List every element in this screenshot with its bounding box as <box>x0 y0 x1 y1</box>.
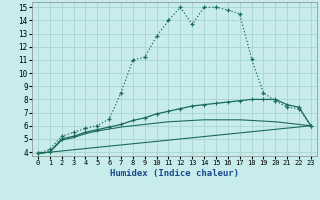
X-axis label: Humidex (Indice chaleur): Humidex (Indice chaleur) <box>110 169 239 178</box>
